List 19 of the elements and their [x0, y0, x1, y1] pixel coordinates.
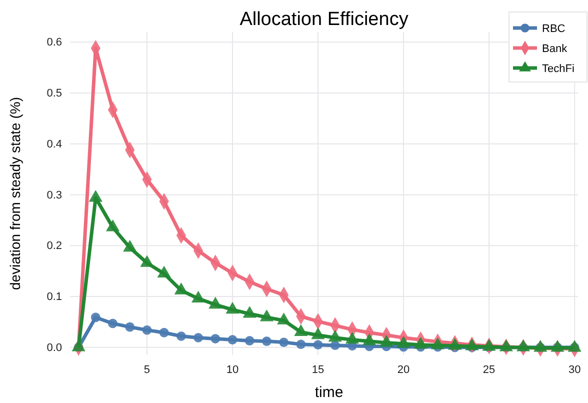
x-tick-label: 10 [226, 364, 239, 376]
y-tick-label: 0.4 [46, 138, 62, 150]
y-tick-label: 0.2 [46, 240, 62, 252]
legend-label: RBC [542, 23, 566, 35]
legend-label: TechFi [542, 63, 574, 75]
y-axis-title: deviation from steady state (%) [7, 97, 23, 290]
x-tick-label: 25 [482, 364, 496, 376]
x-axis-title: time [314, 384, 344, 401]
x-tick-label: 15 [312, 364, 324, 376]
y-tick-label: 0.5 [46, 88, 62, 100]
y-tick-label: 0.0 [46, 342, 62, 354]
y-tick-label: 0.1 [46, 291, 62, 304]
x-tick-label: 30 [568, 364, 581, 376]
x-tick-label: 20 [397, 364, 410, 376]
y-tick-label: 0.6 [46, 36, 62, 49]
chart-title: Allocation Efficiency [240, 9, 409, 30]
legend-label: Bank [542, 43, 568, 55]
x-tick-label: 5 [144, 364, 150, 376]
y-tick-label: 0.3 [46, 189, 62, 202]
